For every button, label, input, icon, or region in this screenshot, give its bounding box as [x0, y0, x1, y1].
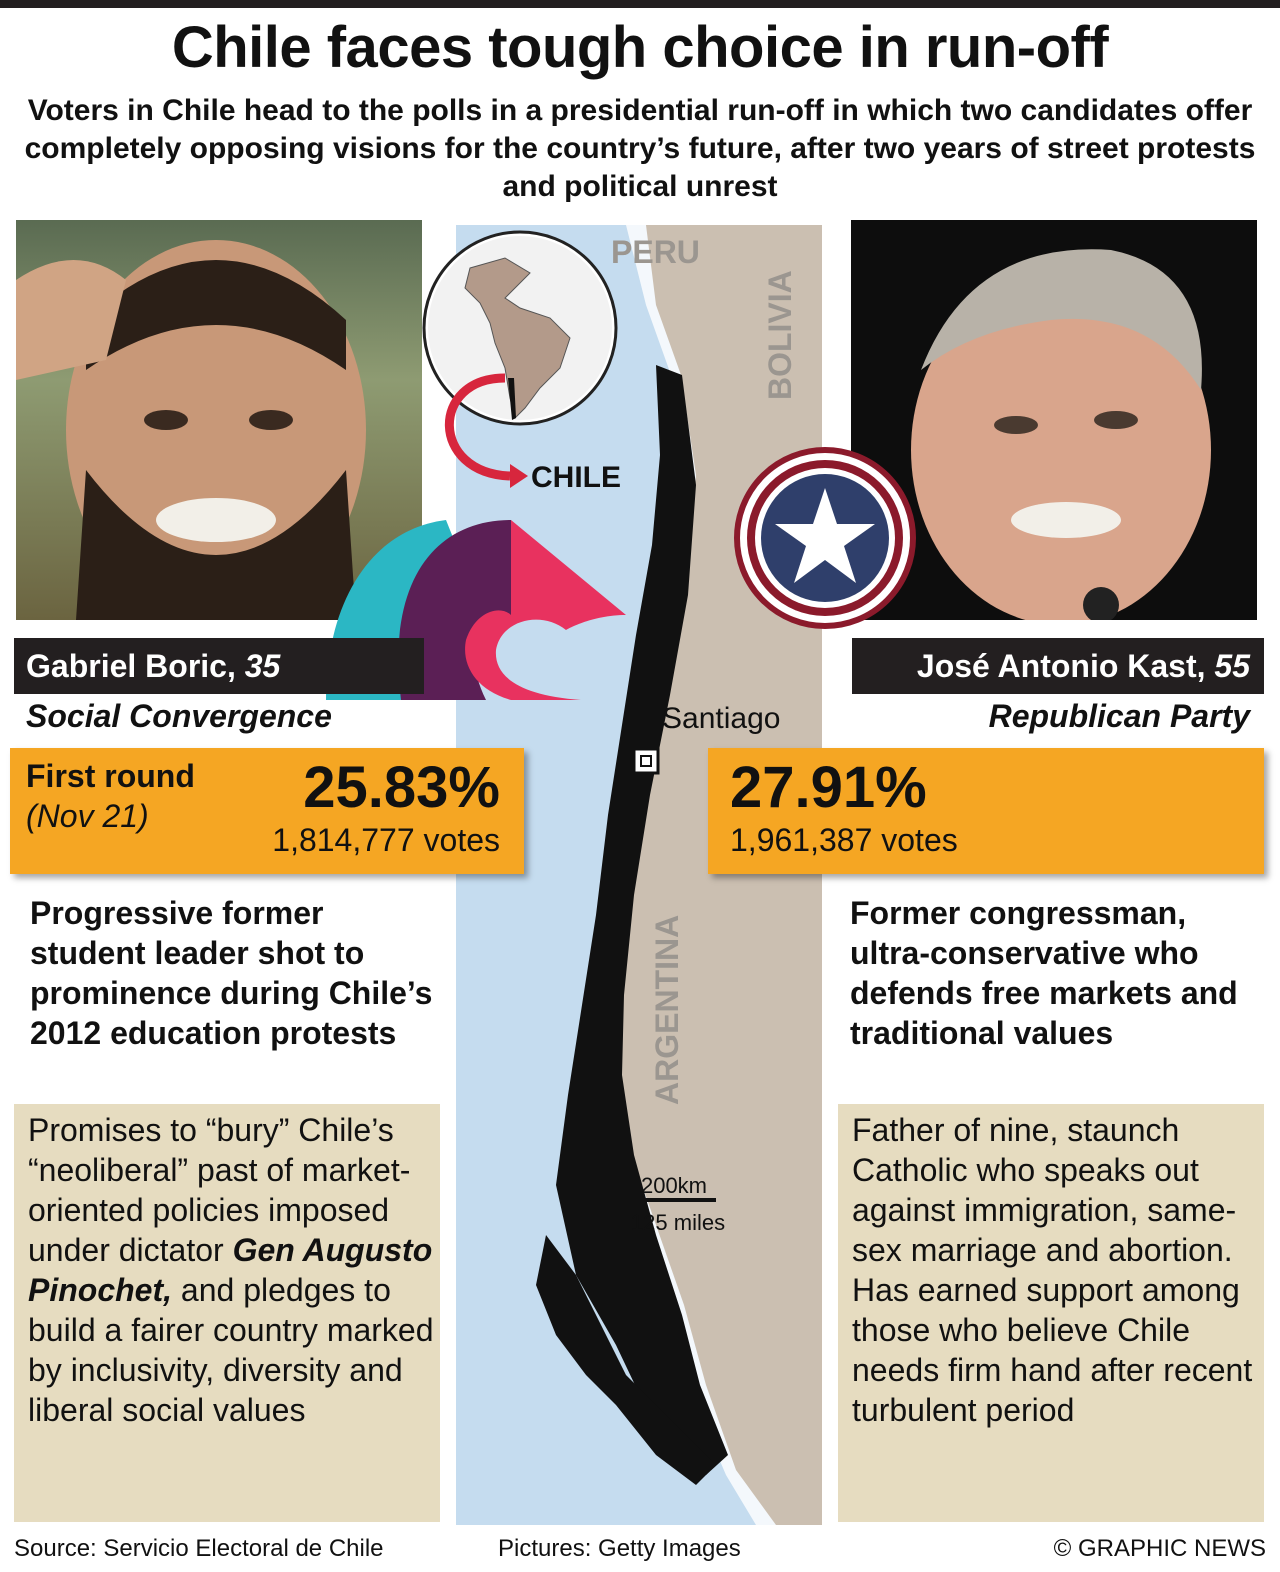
- page-subtitle: Voters in Chile head to the polls in a p…: [24, 94, 1256, 203]
- kast-party: Republican Party: [988, 698, 1250, 734]
- kast-votes: 1,961,387 votes: [730, 822, 958, 858]
- chile-map: PERU BOLIVIA ARGENTINA Santiago CHILE 20…: [456, 225, 822, 1525]
- kast-photo: [851, 220, 1257, 620]
- santiago-marker: [632, 747, 660, 775]
- boric-percent: 25.83%: [303, 755, 500, 820]
- boric-name: Gabriel Boric,: [26, 648, 236, 684]
- boric-detail-emphasis: Gen Augusto Pinochet,: [28, 1232, 433, 1308]
- page-title: Chile faces tough choice in run-off: [171, 15, 1109, 80]
- boric-result-box: First round (Nov 21) 25.83% 1,814,777 vo…: [10, 748, 524, 874]
- kast-detail: Father of nine, staunch Catholic who spe…: [838, 1104, 1264, 1522]
- locator-globe: [422, 230, 618, 488]
- label-peru: PERU: [611, 234, 700, 270]
- round-label: First round: [26, 758, 195, 794]
- kast-name: José Antonio Kast,: [916, 648, 1206, 684]
- label-chile: CHILE: [531, 461, 621, 494]
- kast-percent: 27.91%: [730, 755, 927, 820]
- boric-votes: 1,814,777 votes: [272, 822, 500, 858]
- chile-land: [556, 365, 728, 1475]
- boric-party: Social Convergence: [26, 698, 332, 734]
- boric-bio: Progressive former student leader shot t…: [30, 895, 433, 1051]
- republican-party-logo: [734, 447, 916, 629]
- boric-name-bar: Gabriel Boric, 35: [14, 638, 424, 694]
- boric-detail-text-2: and pledges to build a fairer country ma…: [28, 1272, 434, 1428]
- locator-arrow: [444, 373, 511, 481]
- boric-detail-text-1: Promises to “bury” Chile’s “neoliberal” …: [28, 1112, 411, 1268]
- scale-miles: 125 miles: [631, 1210, 725, 1235]
- south-america: [464, 257, 571, 419]
- label-santiago: Santiago: [662, 702, 780, 735]
- source-credit: Source: Servicio Electoral de Chile: [14, 1535, 384, 1562]
- scale-km: 200km: [641, 1173, 707, 1198]
- kast-result-box: 27.91% 1,961,387 votes: [708, 748, 1264, 874]
- graphic-news-credit: © GRAPHIC NEWS: [1053, 1535, 1266, 1562]
- boric-photo: [16, 220, 422, 620]
- boric-detail: Promises to “bury” Chile’s “neoliberal” …: [14, 1104, 440, 1522]
- round-date: (Nov 21): [26, 798, 149, 834]
- boric-age: 35: [244, 648, 281, 684]
- kast-name-bar: José Antonio Kast, 55: [852, 638, 1264, 694]
- southern-islands: [536, 1235, 716, 1485]
- kast-age: 55: [1214, 648, 1250, 684]
- top-rule: [0, 0, 1280, 8]
- pictures-credit: Pictures: Getty Images: [498, 1535, 741, 1562]
- star-icon: [775, 488, 875, 583]
- label-argentina: ARGENTINA: [649, 915, 685, 1105]
- label-bolivia: BOLIVIA: [762, 270, 798, 400]
- kast-bio: Former congressman, ultra-conservative w…: [850, 895, 1238, 1051]
